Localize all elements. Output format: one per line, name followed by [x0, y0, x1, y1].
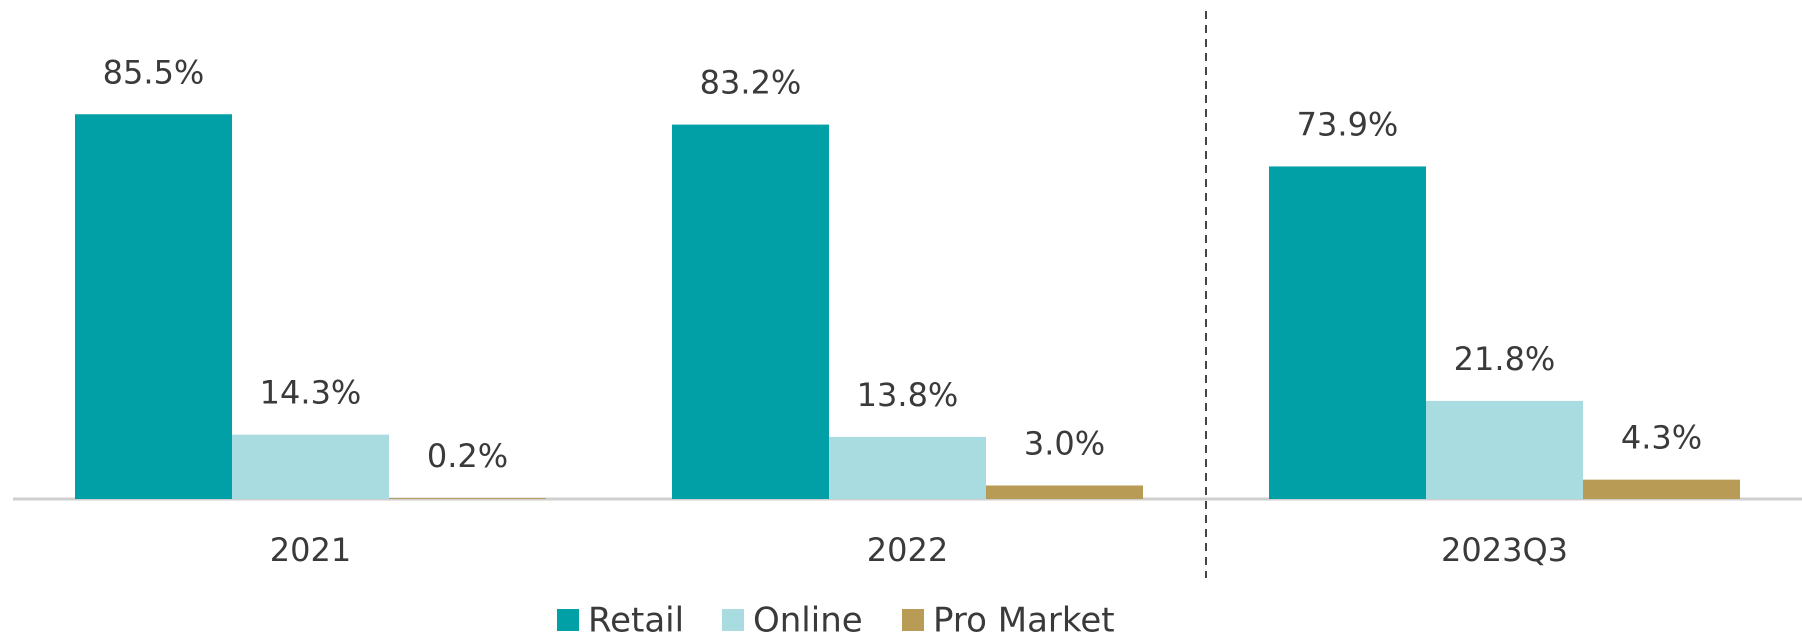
value-label: 73.9% — [1297, 105, 1399, 143]
legend-swatch — [557, 609, 579, 631]
bar — [672, 124, 829, 499]
legend-swatch — [722, 609, 744, 631]
bar — [1269, 166, 1426, 499]
value-label: 4.3% — [1621, 419, 1702, 457]
x-tick-label: 2022 — [867, 531, 948, 569]
x-tick-label: 2023Q3 — [1441, 531, 1568, 569]
value-label: 83.2% — [700, 64, 802, 102]
bar — [1583, 479, 1740, 499]
legend-swatch — [902, 609, 924, 631]
bar — [1426, 400, 1583, 499]
value-label: 21.8% — [1454, 340, 1556, 378]
bar — [232, 434, 389, 499]
value-label: 85.5% — [103, 53, 205, 91]
bar — [829, 436, 986, 499]
value-label: 3.0% — [1024, 425, 1105, 463]
bar — [389, 498, 546, 499]
legend-label: Pro Market — [933, 601, 1115, 641]
value-label: 14.3% — [260, 374, 362, 412]
x-tick-label: 2021 — [270, 531, 351, 569]
value-label: 0.2% — [427, 437, 508, 475]
value-label: 13.8% — [857, 376, 959, 414]
legend-label: Retail — [588, 601, 684, 641]
bar — [986, 485, 1143, 499]
bar — [75, 114, 232, 499]
legend-label: Online — [753, 601, 863, 641]
